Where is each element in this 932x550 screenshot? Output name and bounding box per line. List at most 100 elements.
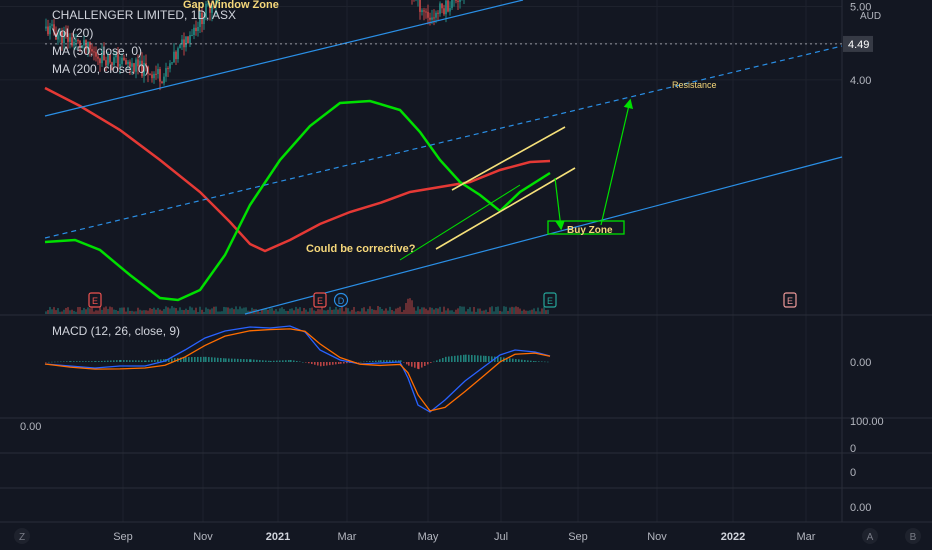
volume-bar	[425, 308, 427, 314]
volume-bar	[145, 310, 147, 314]
macd-histogram-bar	[120, 359, 122, 362]
volume-bar	[301, 311, 303, 314]
dividend-marker-circle	[333, 292, 349, 308]
volume-bar	[487, 311, 489, 314]
candle-body	[443, 8, 445, 15]
buy-zone-label: Buy Zone	[567, 225, 613, 236]
candle-body	[107, 54, 109, 66]
ma50-line	[44, 99, 551, 302]
macd-histogram-bar	[129, 360, 131, 362]
time-axis-tick: 2022	[721, 531, 745, 543]
macd-histogram-bar	[82, 361, 84, 362]
volume-bar	[285, 310, 287, 314]
candle-body	[425, 11, 427, 13]
macd-histogram-bar	[533, 361, 535, 362]
macd-histogram-bar	[411, 362, 413, 367]
macd-histogram-bar	[380, 360, 382, 362]
ma200-indicator-label[interactable]: MA (200, close, 0)	[52, 62, 149, 76]
macd-histogram-bar	[398, 360, 400, 362]
candle-body	[183, 39, 185, 48]
volume-bar	[123, 307, 125, 314]
macd-histogram-bar	[293, 360, 295, 362]
macd-histogram-bar	[101, 360, 103, 362]
channel-mid-line	[44, 45, 843, 239]
macd-histogram-bar	[63, 361, 65, 362]
volume-bar	[203, 311, 205, 314]
volume-bar	[317, 309, 319, 314]
volume-bar	[429, 307, 431, 314]
candle-body	[447, 0, 449, 12]
volume-bar	[223, 306, 225, 314]
volume-bar	[55, 310, 57, 314]
ma50-indicator-label[interactable]: MA (50, close, 0)	[52, 44, 143, 58]
event-marker-label: E	[317, 296, 323, 306]
macd-histogram-bar	[518, 359, 520, 362]
macd-histogram-bar	[383, 360, 385, 362]
volume-bar	[371, 308, 373, 314]
macd-histogram-bar	[488, 356, 490, 362]
price-axis-tick: 4.00	[850, 75, 871, 87]
macd-histogram-bar	[157, 359, 159, 362]
candle-body	[101, 50, 103, 64]
event-marker: E	[543, 292, 557, 308]
macd-histogram-bar	[372, 360, 374, 362]
candle-body	[75, 40, 77, 42]
macd-histogram-bar	[421, 362, 423, 368]
volume-bar	[359, 311, 361, 314]
candle-body	[161, 81, 163, 84]
volume-bar	[535, 311, 537, 314]
lower-axis-tick: 0	[850, 467, 856, 479]
volume-bar	[157, 307, 159, 314]
volume-bar	[297, 308, 299, 314]
volume-bar	[531, 309, 533, 314]
macd-histogram-bar	[246, 359, 248, 362]
macd-axis-tick: 0.00	[850, 357, 871, 369]
macd-indicator-label[interactable]: MACD (12, 26, close, 9)	[52, 324, 181, 338]
volume-bar	[73, 310, 75, 314]
volume-bar	[483, 310, 485, 314]
macd-histogram-bar	[515, 359, 517, 362]
chart-legend: CHALLENGER LIMITED, 1D, ASX Vol (20) MA …	[52, 6, 236, 78]
vol-indicator-label[interactable]: Vol (20)	[52, 26, 94, 40]
volume-bar	[397, 307, 399, 314]
macd-histogram-bar	[448, 356, 450, 362]
candle-body	[421, 10, 423, 12]
volume-bar	[345, 307, 347, 314]
event-marker: D	[333, 292, 349, 308]
macd-histogram-bar	[299, 361, 301, 362]
macd-histogram-bar	[171, 358, 173, 362]
candle-body	[65, 32, 67, 34]
macd-histogram-bar	[116, 360, 118, 362]
candle-body	[157, 69, 159, 75]
macd-histogram-bar	[457, 355, 459, 362]
volume-bar	[81, 310, 83, 314]
volume-bar	[333, 309, 335, 314]
macd-histogram-bar	[73, 361, 75, 362]
volume-bar	[47, 310, 49, 314]
macd-histogram-bar	[265, 360, 267, 362]
macd-histogram-bar	[418, 362, 420, 370]
grid-lines	[0, 0, 932, 523]
macd-histogram-bar	[544, 361, 546, 363]
volume-bar	[405, 303, 407, 314]
macd-histogram-bar	[270, 360, 272, 362]
macd-histogram-bar	[91, 361, 93, 362]
volume-bar	[525, 310, 527, 314]
macd-histogram-bar	[477, 355, 479, 362]
macd-histogram-bar	[445, 356, 447, 362]
macd-histogram-bar	[326, 362, 328, 366]
volume-bar	[289, 308, 291, 314]
macd-histogram-bar	[343, 362, 345, 364]
candle-body	[441, 3, 443, 9]
flag-upper-line	[451, 126, 566, 191]
volume-bar	[169, 308, 171, 314]
volume-bar	[267, 309, 269, 314]
volume-bar	[539, 311, 541, 314]
price-tag-label: 4.49	[848, 39, 869, 51]
macd-histogram-bar	[148, 360, 150, 362]
volume-bar	[237, 309, 239, 314]
candle-body	[145, 62, 147, 67]
macd-histogram-bar	[395, 360, 397, 362]
axis-button-label: Z	[19, 532, 25, 543]
